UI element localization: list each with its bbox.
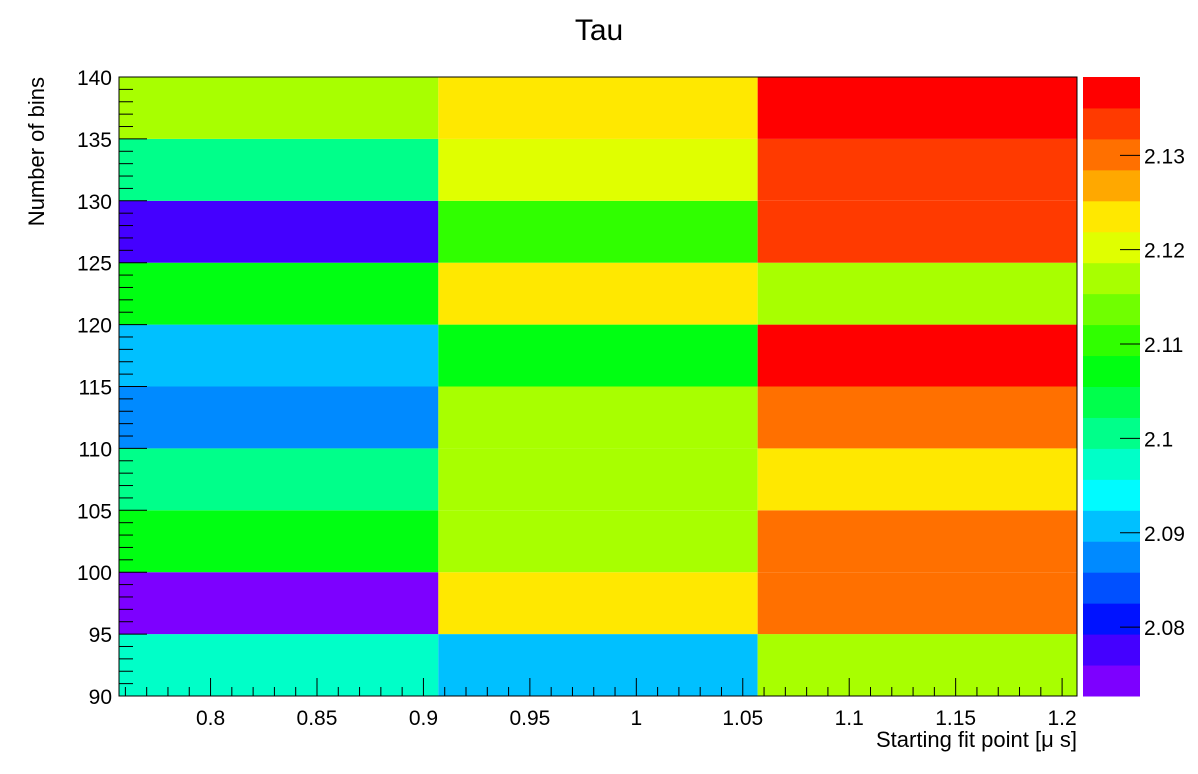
color-scale-segment: [1083, 107, 1140, 140]
x-tick-label: 1.2: [1047, 707, 1076, 730]
heatmap-cell: [438, 138, 758, 201]
heatmap-cell: [438, 386, 758, 449]
chart-title: Tau: [575, 14, 623, 47]
heatmap-cell: [438, 572, 758, 635]
heatmap-cell: [757, 448, 1077, 511]
x-axis-label: Starting fit point [μ s]: [876, 727, 1077, 752]
x-tick-label: 0.9: [409, 707, 438, 730]
color-scale-segment: [1083, 386, 1140, 418]
y-tick-label: 135: [77, 129, 112, 152]
color-scale-segment: [1083, 665, 1140, 697]
heatmap-cell: [119, 510, 439, 573]
y-tick-label: 110: [79, 438, 112, 461]
heatmap-cell: [438, 200, 758, 263]
color-scale-segment: [1083, 510, 1140, 542]
heatmap-cell: [757, 386, 1077, 449]
heatmap-cell: [119, 634, 439, 696]
heatmap-cell: [438, 77, 758, 139]
tick-labels: 0.8 0.85 0.9 0.95 1 1.05 1.1 1.15 1.2 90 95 100 105 1…: [77, 67, 1185, 730]
color-scale-segment: [1083, 634, 1140, 666]
y-tick-label: 130: [77, 191, 112, 214]
y-tick-label: 125: [77, 253, 112, 276]
heatmap-cell: [119, 262, 439, 325]
heatmap-cell: [757, 324, 1077, 387]
heatmap-cell: [757, 510, 1077, 573]
color-scale-tick-label: 2.13: [1144, 145, 1185, 168]
x-tick-label: 1.05: [722, 707, 763, 730]
color-scale-segment: [1083, 355, 1140, 387]
color-scale-segment: [1083, 169, 1140, 202]
x-tick-label: 1.1: [835, 707, 864, 730]
color-scale-segment: [1083, 541, 1140, 573]
y-tick-label: 140: [77, 67, 112, 90]
heatmap-cell: [757, 77, 1077, 139]
color-scale-segment: [1083, 324, 1140, 357]
heatmap-cell: [119, 572, 439, 635]
x-tick-label: 0.85: [297, 707, 338, 730]
heatmap-cell: [757, 572, 1077, 635]
y-tick-label: 105: [77, 500, 112, 523]
color-scale-tick-label: 2.08: [1144, 617, 1185, 640]
heatmap-cell: [438, 510, 758, 573]
heatmap-cell: [757, 634, 1077, 696]
y-tick-label: 115: [79, 377, 112, 400]
color-scale-segment: [1083, 293, 1140, 326]
x-tick-label: 0.95: [509, 707, 550, 730]
heatmap-cell: [119, 138, 439, 201]
axis-ticks: [119, 76, 1140, 697]
color-scale-segment: [1083, 77, 1140, 109]
heatmap-cell: [119, 448, 439, 511]
heatmap-cell: [757, 262, 1077, 325]
heatmap-cell: [438, 324, 758, 387]
heatmap-cells: [119, 77, 1077, 696]
heatmap-cell: [119, 77, 439, 139]
y-tick-label: 120: [77, 315, 112, 338]
heatmap-cell: [119, 324, 439, 387]
color-scale-segment: [1083, 448, 1140, 480]
color-scale-segment: [1083, 200, 1140, 233]
heatmap-cell: [438, 448, 758, 511]
heatmap-cell: [757, 138, 1077, 201]
heatmap-cell: [438, 262, 758, 325]
heatmap-cell: [119, 200, 439, 263]
heatmap-cell: [757, 200, 1077, 263]
heatmap-cell: [119, 386, 439, 449]
y-axis-label: Number of bins: [24, 77, 49, 226]
y-tick-label: 100: [77, 562, 112, 585]
x-tick-label: 1: [630, 707, 642, 730]
color-scale-bar: [1083, 77, 1140, 697]
color-scale-segment: [1083, 572, 1140, 604]
color-scale-segment: [1083, 603, 1140, 635]
color-scale-segment: [1083, 262, 1140, 295]
color-scale-tick-label: 2.09: [1144, 523, 1185, 546]
x-tick-label: 0.8: [196, 707, 225, 730]
color-scale-tick-label: 2.11: [1144, 334, 1183, 357]
color-scale-tick-label: 2.12: [1144, 240, 1185, 263]
color-scale-segment: [1083, 231, 1140, 264]
color-scale-segment: [1083, 417, 1140, 449]
y-tick-label: 90: [89, 686, 112, 709]
heatmap-cell: [438, 634, 758, 696]
color-scale-segment: [1083, 479, 1140, 511]
x-tick-label: 1.15: [935, 707, 976, 730]
y-tick-label: 95: [89, 624, 112, 647]
color-scale-segment: [1083, 138, 1140, 171]
color-scale-tick-label: 2.1: [1144, 428, 1173, 451]
